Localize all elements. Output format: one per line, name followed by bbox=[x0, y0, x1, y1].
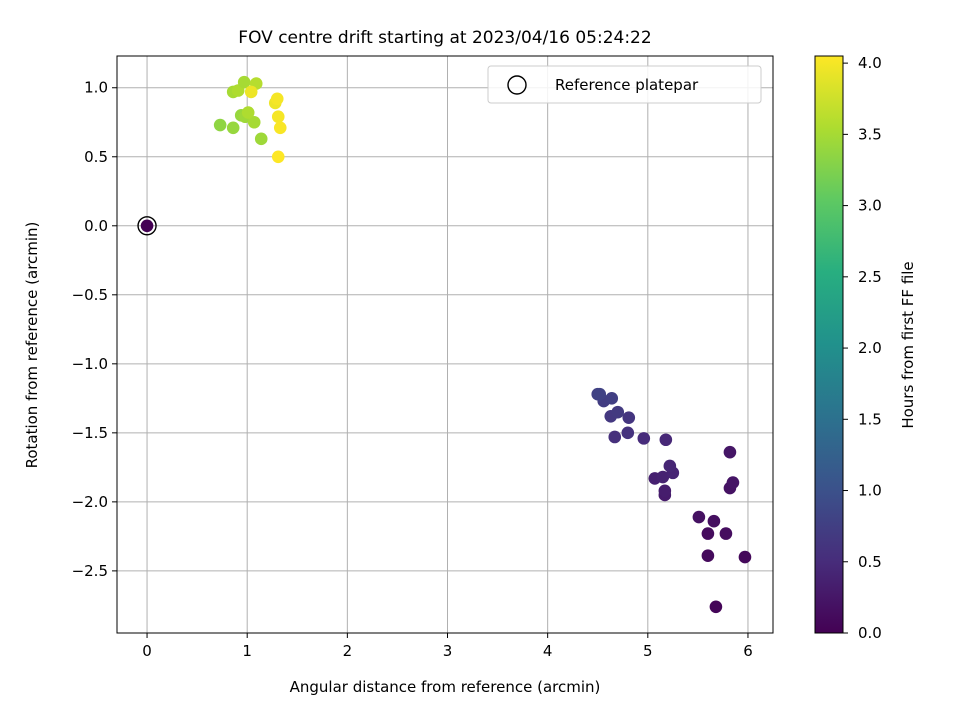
data-point bbox=[726, 476, 740, 489]
y-tick-label: 1.0 bbox=[84, 79, 108, 97]
data-point bbox=[244, 85, 258, 99]
y-axis-label: Rotation from reference (arcmin) bbox=[23, 222, 41, 469]
data-point bbox=[241, 106, 255, 119]
data-point bbox=[226, 121, 240, 135]
colorbar-tick-label: 2.0 bbox=[858, 339, 882, 357]
legend-marker-icon bbox=[507, 75, 527, 95]
colorbar-tick-label: 3.0 bbox=[858, 197, 882, 215]
data-point bbox=[213, 118, 227, 132]
x-tick-label: 4 bbox=[543, 642, 553, 660]
data-point bbox=[608, 430, 622, 444]
y-tick-label: 0.0 bbox=[84, 217, 108, 235]
colorbar-label: Hours from first FF file bbox=[899, 261, 917, 428]
colorbar-tick-label: 0.0 bbox=[858, 624, 882, 642]
data-point bbox=[611, 405, 625, 419]
data-point bbox=[621, 426, 635, 440]
data-point bbox=[709, 600, 723, 614]
colorbar-ticks: 0.0 0.5 1.0 1.5 2.0 2.5 3.0 3.5 4.0 bbox=[843, 54, 882, 642]
data-point bbox=[659, 433, 673, 447]
data-point bbox=[140, 219, 154, 233]
x-axis-label: Angular distance from reference (arcmin) bbox=[290, 678, 601, 696]
data-point bbox=[271, 150, 285, 164]
grid-lines bbox=[117, 56, 773, 633]
y-tick-label: 0.5 bbox=[84, 148, 108, 166]
colorbar: 0.0 0.5 1.0 1.5 2.0 2.5 3.0 3.5 4.0 Hours from f… bbox=[814, 54, 917, 642]
data-point bbox=[622, 411, 636, 424]
y-tick-label: −0.5 bbox=[72, 286, 108, 304]
data-point bbox=[656, 470, 670, 484]
y-tick-label: −2.0 bbox=[72, 493, 108, 511]
y-tick-label: −1.0 bbox=[72, 355, 108, 373]
data-point bbox=[723, 445, 737, 459]
colorbar-tick-label: 4.0 bbox=[858, 54, 882, 72]
data-point bbox=[658, 484, 672, 498]
data-point bbox=[707, 514, 721, 528]
data-point bbox=[701, 549, 715, 562]
x-tick-label: 3 bbox=[443, 642, 453, 660]
data-point bbox=[237, 75, 251, 89]
scatter-points bbox=[140, 75, 752, 614]
reference-platepar-marker bbox=[137, 216, 157, 236]
data-point bbox=[701, 527, 715, 540]
colorbar-tick-label: 0.5 bbox=[858, 553, 882, 571]
data-point bbox=[273, 121, 287, 135]
x-tick-label: 0 bbox=[142, 642, 152, 660]
data-point bbox=[271, 110, 285, 124]
x-tick-label: 5 bbox=[643, 642, 653, 660]
data-point bbox=[247, 115, 261, 129]
data-point bbox=[719, 527, 733, 540]
chart-title: FOV centre drift starting at 2023/04/16 … bbox=[238, 28, 651, 48]
x-tick-label: 2 bbox=[343, 642, 353, 660]
y-tick-label: −1.5 bbox=[72, 424, 108, 442]
colorbar-tick-label: 3.5 bbox=[858, 125, 882, 143]
colorbar-tick-label: 2.5 bbox=[858, 268, 882, 286]
data-point bbox=[254, 132, 268, 146]
x-axis: 0 1 2 3 4 5 6 bbox=[142, 633, 753, 660]
data-point bbox=[738, 550, 752, 564]
x-tick-label: 1 bbox=[242, 642, 252, 660]
colorbar-tick-label: 1.0 bbox=[858, 482, 882, 500]
legend-box bbox=[487, 65, 762, 104]
data-point bbox=[605, 392, 619, 405]
data-point bbox=[637, 432, 651, 445]
y-axis: 1.0 0.5 0.0 −0.5 −1.0 −1.5 −2.0 −2.5 bbox=[72, 79, 117, 580]
data-point bbox=[593, 387, 607, 401]
legend[interactable]: Reference platepar bbox=[487, 65, 762, 104]
data-point bbox=[692, 510, 706, 524]
legend-entry-label: Reference platepar bbox=[555, 76, 699, 94]
colorbar-tick-label: 1.5 bbox=[858, 410, 882, 428]
data-point bbox=[663, 459, 677, 473]
plot-frame bbox=[116, 55, 774, 634]
colorbar-gradient bbox=[814, 55, 844, 634]
data-point bbox=[270, 92, 284, 106]
y-tick-label: −2.5 bbox=[72, 562, 108, 580]
x-tick-label: 6 bbox=[743, 642, 753, 660]
